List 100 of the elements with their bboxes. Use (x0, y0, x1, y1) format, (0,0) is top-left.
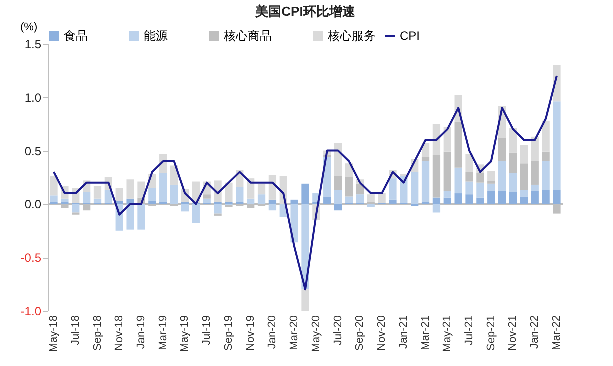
bar (345, 178, 354, 197)
bar (94, 186, 102, 199)
x-tick-label: Mar-21 (420, 316, 432, 350)
bar (520, 145, 528, 164)
bar (509, 152, 518, 174)
bar (520, 196, 528, 204)
bar (389, 178, 397, 200)
x-tick-label: Jul-19 (201, 316, 214, 346)
bar (509, 128, 518, 153)
line-series (53, 75, 558, 291)
bar (334, 204, 342, 211)
bar (378, 194, 386, 204)
legend-label: CPI (400, 29, 420, 43)
x-tick-label: Nov-21 (507, 316, 520, 351)
bar (531, 191, 539, 204)
legend-label: 核心商品 (223, 29, 272, 43)
bar (422, 157, 430, 162)
x-tick-label: Jan-22 (529, 316, 542, 350)
bar (498, 161, 506, 192)
bar (225, 182, 233, 202)
bar (488, 184, 496, 192)
bar (94, 198, 102, 204)
bar (50, 176, 58, 196)
bar (542, 161, 550, 190)
bar (466, 194, 474, 204)
bar (476, 173, 484, 183)
bar (247, 198, 255, 204)
x-tick-label: Mar-20 (288, 316, 301, 350)
bar (476, 182, 484, 198)
bar (334, 190, 342, 204)
bar (345, 196, 354, 204)
bar (148, 188, 156, 201)
bar (126, 180, 134, 199)
bar (520, 190, 528, 197)
y-tick-label: -1.0 (20, 304, 42, 318)
x-tick-label: Sep-20 (354, 316, 366, 351)
y-tick-label: 0.5 (24, 144, 42, 158)
bar (498, 191, 506, 204)
bar (138, 182, 146, 198)
bar (542, 152, 550, 162)
bar (509, 173, 518, 192)
bar (160, 173, 168, 202)
x-tick-label: May-19 (179, 316, 192, 352)
bar (432, 198, 441, 204)
y-tick-label: 0.0 (24, 198, 42, 212)
bar (476, 198, 484, 204)
bar (356, 194, 364, 204)
bar (553, 102, 561, 190)
bar (531, 184, 539, 192)
legend-label: 食品 (64, 29, 88, 43)
x-tick-label: Jul-18 (70, 316, 82, 346)
bar (170, 184, 178, 204)
bar (466, 172, 474, 182)
bar (203, 194, 211, 199)
bar (258, 194, 266, 204)
bar (258, 184, 266, 195)
bar (444, 152, 452, 192)
bar (214, 204, 222, 214)
bar (302, 184, 310, 204)
bar (268, 204, 277, 211)
bar (542, 120, 550, 152)
bar (454, 168, 462, 194)
chart-title: 美国CPI环比增速 (254, 4, 356, 19)
bar (61, 198, 69, 202)
bar (138, 204, 146, 230)
bar (454, 122, 462, 168)
bar (422, 161, 430, 202)
bar (82, 192, 91, 204)
x-tick-label: May-21 (442, 316, 454, 352)
x-tick-label: Nov-18 (114, 316, 126, 351)
bar (432, 155, 441, 198)
bar (553, 190, 561, 204)
x-tick-label: Sep-21 (485, 316, 498, 351)
bar (466, 154, 474, 172)
bar (181, 204, 190, 212)
x-tick-label: May-18 (48, 316, 60, 352)
bar (432, 124, 441, 156)
bar (268, 200, 277, 204)
x-tick-label: Nov-19 (244, 316, 257, 351)
x-tick-label: Sep-18 (92, 316, 104, 351)
y-tick-label: -0.5 (20, 251, 42, 266)
x-tick-label: Jan-19 (135, 316, 148, 350)
bar (389, 200, 397, 204)
bar (324, 196, 332, 204)
bar (531, 161, 539, 185)
bar (432, 204, 441, 213)
bar (302, 290, 310, 311)
x-tick-label: Mar-22 (550, 316, 563, 350)
x-tick-label: Jan-21 (398, 316, 410, 350)
bar (466, 182, 474, 195)
bar (116, 188, 124, 201)
bar (411, 172, 419, 204)
bar (444, 191, 452, 198)
bar (72, 204, 80, 213)
x-tick-label: Jul-21 (464, 316, 476, 346)
x-tick-label: Nov-20 (376, 316, 388, 351)
bar (148, 200, 156, 204)
bar (542, 190, 550, 204)
bar (236, 187, 244, 202)
bar (334, 176, 342, 190)
